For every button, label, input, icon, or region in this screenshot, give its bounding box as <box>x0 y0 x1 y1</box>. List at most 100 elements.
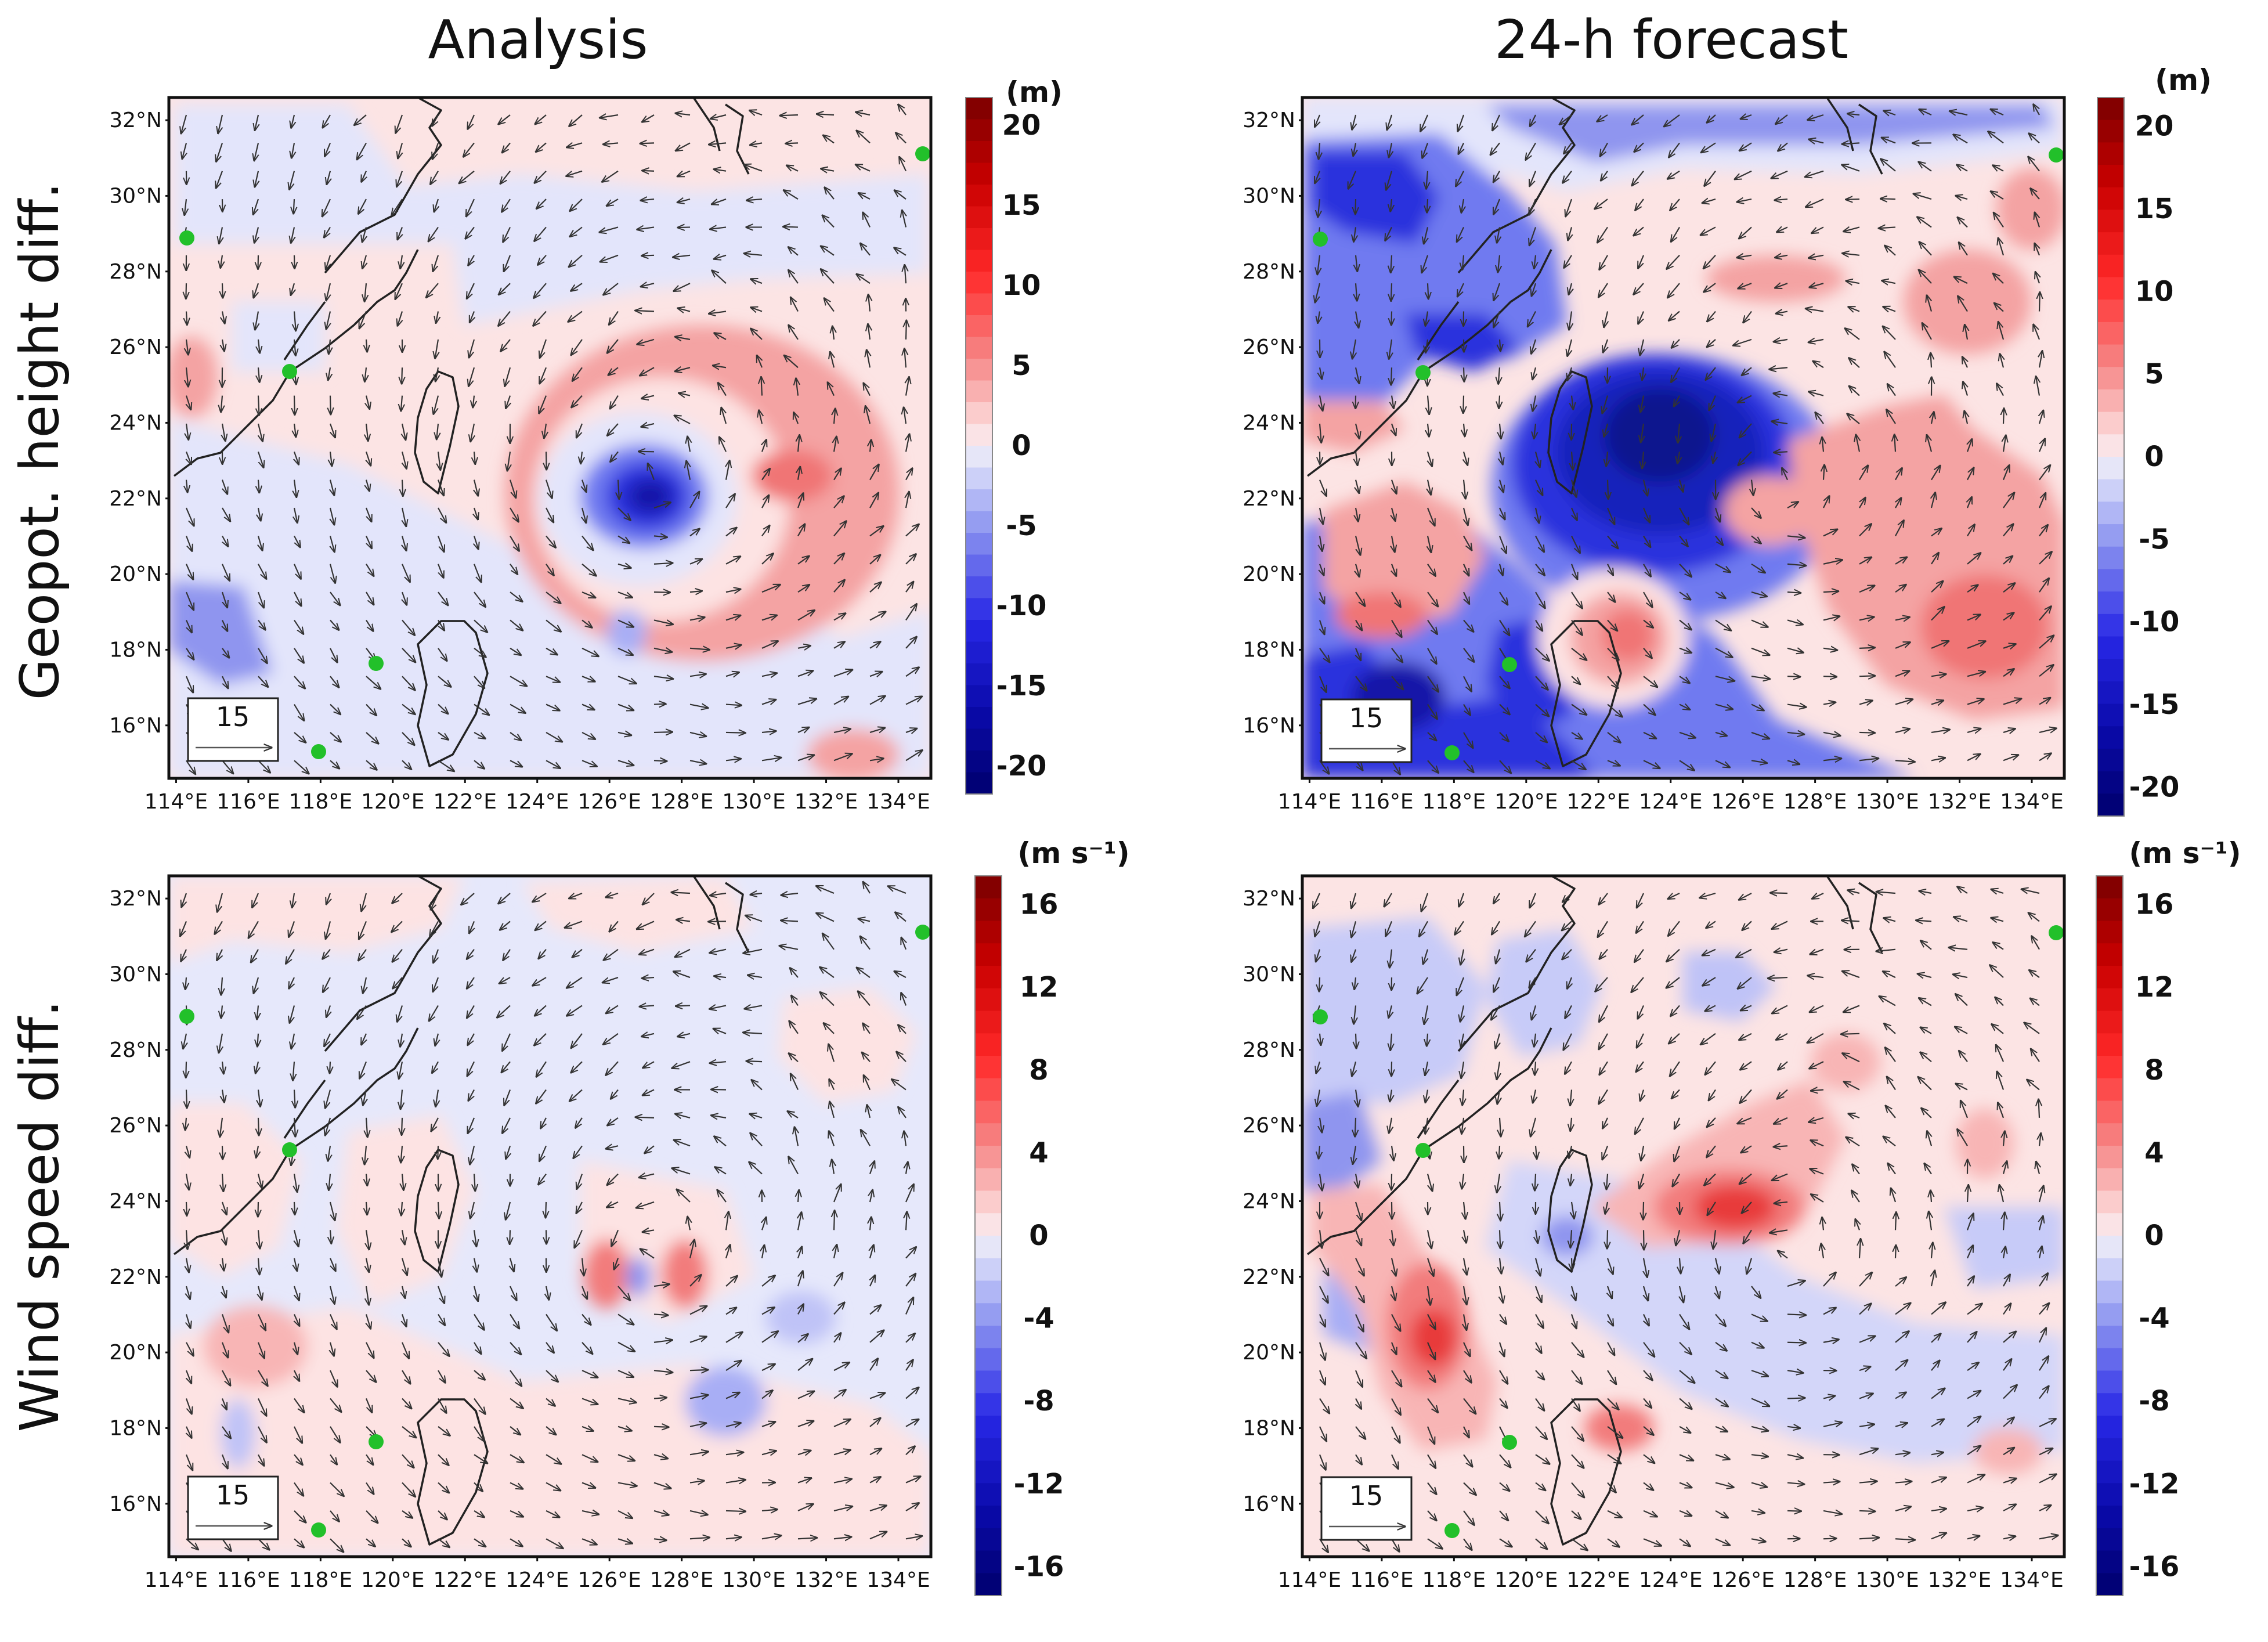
wind-vector <box>797 610 815 621</box>
colorbar-segment <box>2096 1528 2123 1551</box>
wind-vector <box>1927 295 1931 312</box>
wind-vector <box>253 199 259 215</box>
wind-vector <box>1352 339 1356 359</box>
wind-vector <box>330 760 340 768</box>
colorbar-segment <box>966 641 992 664</box>
lat-tick-label: 32°N <box>109 887 162 911</box>
colorbar-segment <box>966 315 992 338</box>
wind-vector <box>1922 323 1932 340</box>
colorbar-segment <box>2097 412 2124 435</box>
wind-vector <box>294 732 306 742</box>
wind-vector <box>402 703 415 714</box>
wind-vector <box>438 648 447 661</box>
wind-vector <box>1385 226 1392 240</box>
wind-vector <box>833 642 845 649</box>
wind-vector <box>725 589 741 592</box>
wind-vector <box>1458 114 1465 131</box>
wind-vector <box>467 283 475 298</box>
colorbar-segment <box>975 1460 1002 1484</box>
wind-vector <box>761 377 762 396</box>
colorbar-tick-label: -5 <box>1006 510 1037 542</box>
wind-vector <box>546 507 554 522</box>
wind-vector <box>868 294 870 312</box>
wind-vector <box>1775 199 1788 200</box>
wind-vector <box>759 410 762 424</box>
colorbar-tick-label: -8 <box>2139 1385 2169 1417</box>
colorbar-segment <box>966 206 992 229</box>
wind-vector <box>401 564 410 582</box>
wind-vector <box>546 535 556 547</box>
wind-vector <box>1823 591 1839 593</box>
wind-vector <box>641 283 655 287</box>
wind-vector <box>602 170 619 182</box>
wind-vector <box>744 165 763 172</box>
wind-vector <box>709 312 727 314</box>
wind-vector <box>797 524 805 536</box>
wind-vector <box>358 199 367 214</box>
colorbar-segment <box>966 467 992 490</box>
wind-vector <box>832 326 834 340</box>
wind-vector <box>326 255 330 270</box>
colorbar-segment <box>975 988 1002 1012</box>
wind-vector <box>749 110 763 115</box>
wind-vector <box>1737 199 1752 202</box>
wind-vector <box>181 114 187 133</box>
wind-vector <box>653 704 666 705</box>
wind-vector <box>1881 280 1896 283</box>
wind-vector <box>294 703 304 721</box>
wind-vector <box>293 564 301 579</box>
wind-vector <box>637 227 655 229</box>
station-marker <box>179 230 194 246</box>
wind-vector <box>746 199 763 200</box>
wind-vector <box>570 199 583 211</box>
wind-vector <box>714 333 727 340</box>
lat-tick-label: 32°N <box>109 109 162 132</box>
row-title-geopotential: Geopot. height diff. <box>9 182 71 701</box>
wind-vector <box>1356 311 1359 328</box>
lon-tick-label: 114°E <box>1278 790 1341 814</box>
wind-vector <box>218 114 222 133</box>
wind-vector <box>535 226 547 241</box>
wind-vector <box>1535 1174 1536 1191</box>
colorbar-segment <box>2097 434 2124 457</box>
colorbar-segment <box>2096 1370 2123 1394</box>
wind-vector <box>186 451 191 464</box>
lon-tick-label: 122°E <box>1567 1568 1630 1592</box>
wind-vector <box>751 308 763 312</box>
wind-vector <box>761 554 773 565</box>
wind-vector <box>569 254 583 267</box>
wind-vector <box>255 171 258 187</box>
station-marker <box>369 1434 384 1449</box>
wind-vector <box>1494 311 1501 328</box>
wind-vector <box>1643 1201 1644 1219</box>
wind-vector <box>366 591 374 605</box>
wind-vector <box>1569 311 1572 330</box>
wind-vector <box>674 283 691 291</box>
colorbar-wind-c: 16 12 8 4 0 -4 -8 -12 -16 <box>974 875 1064 1596</box>
wind-vector <box>822 215 835 228</box>
wind-vector <box>1634 226 1644 236</box>
colorbar-segment <box>966 163 992 185</box>
wind-vector <box>1964 324 1967 340</box>
wind-vector <box>640 367 655 376</box>
wind-vector <box>291 114 294 128</box>
colorbar-segment <box>966 272 992 294</box>
colorbar-segment <box>975 1011 1002 1034</box>
reference-vector-label: 15 <box>216 701 250 732</box>
station-marker <box>282 364 297 379</box>
wind-vector <box>474 536 478 549</box>
colorbar-segment <box>975 1213 1002 1236</box>
wind-vector <box>499 311 511 326</box>
colorbar-segment <box>966 380 992 403</box>
wind-vector <box>474 507 478 519</box>
wind-vector <box>504 255 511 272</box>
colorbar-segment <box>2097 187 2124 211</box>
colorbar-segment <box>966 337 992 359</box>
colorbar-segment <box>975 1483 1002 1506</box>
lat-tick-label: 28°N <box>1243 260 1295 284</box>
wind-vector <box>1775 114 1788 124</box>
wind-vector <box>780 115 799 116</box>
wind-vector <box>797 584 810 593</box>
wind-vector <box>366 703 377 716</box>
